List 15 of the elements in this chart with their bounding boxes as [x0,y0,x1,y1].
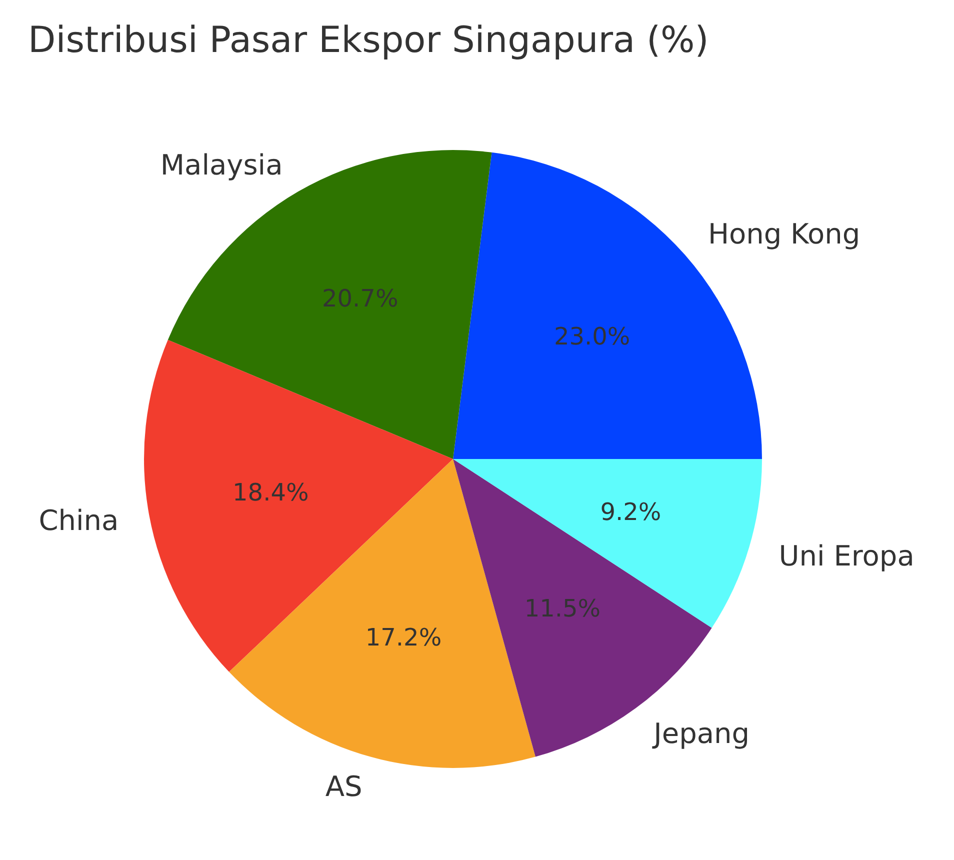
slice-label: Jepang [652,716,750,750]
data-label: 17.2% [365,624,442,652]
data-label: 9.2% [600,498,662,526]
chart-title: Distribusi Pasar Ekspor Singapura (%) [28,20,709,61]
data-label: 11.5% [524,594,601,623]
data-label: 23.0% [554,322,630,350]
pie-slice [144,340,453,672]
data-label: 20.7% [322,284,398,313]
data-label: 18.4% [232,478,309,507]
pie-slice [453,459,762,628]
slice-label: Malaysia [160,148,283,182]
slice-label: Uni Eropa [778,539,914,572]
slice-label: Hong Kong [708,218,860,251]
slice-label: AS [325,770,362,804]
slice-label: China [38,504,119,538]
